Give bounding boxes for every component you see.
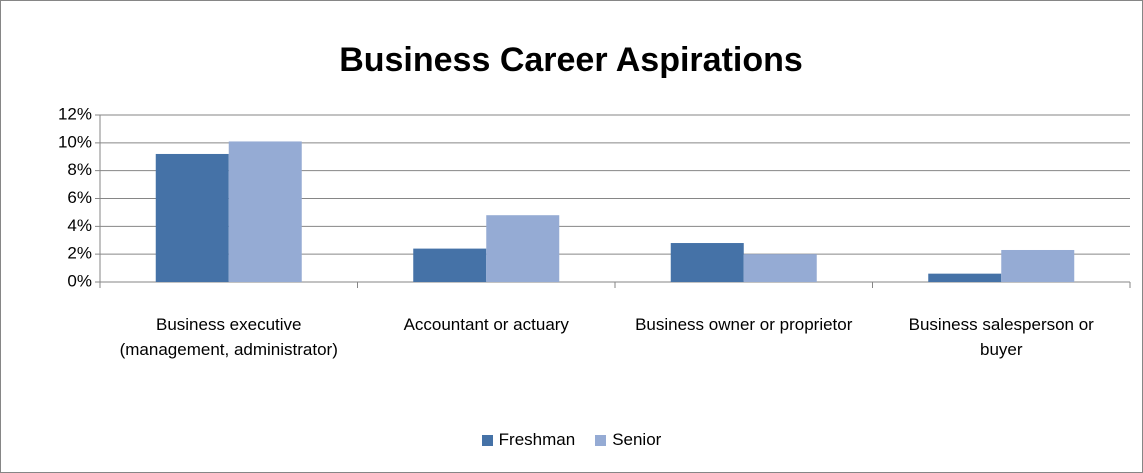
bar bbox=[228, 141, 302, 282]
bar bbox=[1001, 249, 1075, 282]
legend: Freshman Senior bbox=[0, 430, 1143, 450]
chart-title: Business Career Aspirations bbox=[339, 41, 803, 79]
y-tick-label: 12% bbox=[58, 104, 92, 123]
y-tick-label: 0% bbox=[67, 271, 92, 290]
x-tick-label: Business executive (management, administ… bbox=[119, 315, 338, 359]
y-tick-label: 2% bbox=[67, 244, 92, 263]
legend-item: Senior bbox=[595, 430, 661, 450]
x-tick-label: Business owner or proprietor bbox=[635, 315, 853, 334]
y-tick-label: 4% bbox=[67, 216, 92, 235]
bar bbox=[670, 243, 744, 282]
bar bbox=[928, 273, 1002, 282]
y-tick-label: 10% bbox=[58, 132, 92, 151]
x-tick-label: Accountant or actuary bbox=[403, 315, 569, 334]
legend-swatch bbox=[595, 434, 607, 446]
y-tick-label: 6% bbox=[67, 188, 92, 207]
y-tick-label: 8% bbox=[67, 160, 92, 179]
bar bbox=[413, 248, 487, 282]
x-tick-label: Business salesperson or buyer bbox=[908, 315, 1094, 359]
legend-label: Senior bbox=[612, 430, 662, 449]
bar bbox=[743, 254, 817, 282]
bar bbox=[486, 215, 560, 282]
bar bbox=[155, 153, 229, 282]
legend-item: Freshman bbox=[481, 430, 576, 450]
legend-swatch bbox=[481, 434, 493, 446]
legend-label: Freshman bbox=[498, 430, 576, 449]
